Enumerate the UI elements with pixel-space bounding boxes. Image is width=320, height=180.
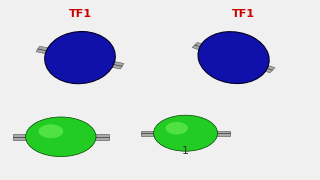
Text: 1: 1 bbox=[182, 146, 189, 156]
Text: TF1: TF1 bbox=[68, 9, 92, 19]
Bar bbox=[192, 42, 275, 73]
Ellipse shape bbox=[198, 32, 269, 84]
Bar bbox=[13, 134, 109, 140]
Circle shape bbox=[154, 115, 218, 151]
Circle shape bbox=[165, 122, 188, 134]
Bar bbox=[141, 130, 230, 136]
Bar bbox=[36, 46, 124, 69]
Circle shape bbox=[26, 117, 96, 157]
Text: TF1: TF1 bbox=[232, 9, 255, 19]
Ellipse shape bbox=[45, 31, 115, 84]
Circle shape bbox=[39, 124, 63, 138]
